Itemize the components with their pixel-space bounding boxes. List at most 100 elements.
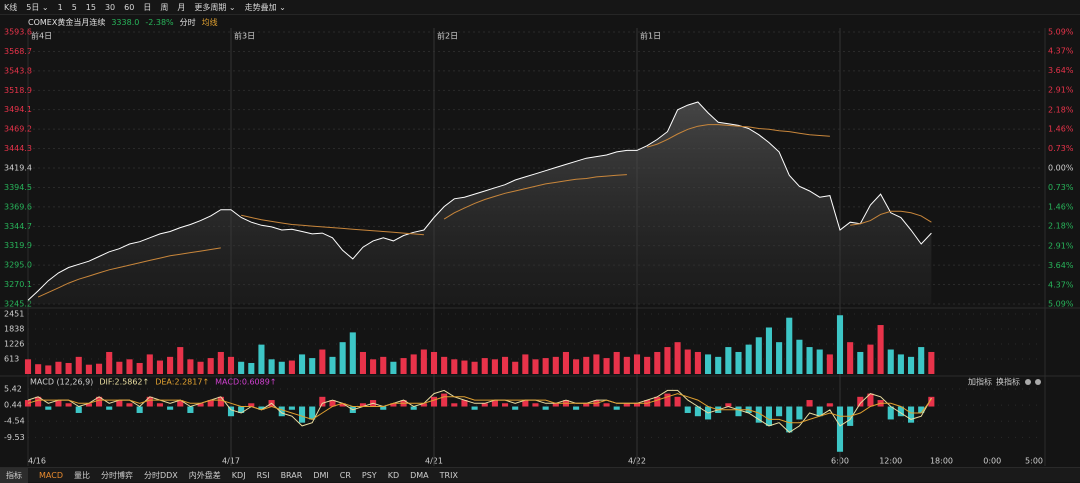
toolbar-item[interactable]: 走势叠加 ⌄ — [244, 2, 286, 12]
toolbar-item[interactable]: 周 — [160, 2, 169, 12]
indicator-tab[interactable]: BRAR — [280, 470, 303, 480]
bar — [826, 354, 833, 374]
ma-label: 均线 — [201, 17, 218, 27]
icon-close[interactable] — [1035, 379, 1041, 385]
y-tick-label: 3344.7 — [4, 222, 32, 231]
bar — [441, 356, 448, 374]
bar — [187, 406, 194, 413]
day-label: 前2日 — [437, 31, 458, 41]
bar — [765, 406, 772, 426]
indicator-tab[interactable]: PSY — [361, 470, 377, 480]
bar — [481, 358, 488, 374]
y2-tick-label: 4.37% — [1048, 47, 1074, 56]
y2-tick-label: 2.18% — [1048, 105, 1074, 114]
y-tick-label: 3518.9 — [4, 86, 32, 95]
bar — [45, 406, 52, 410]
indicator-tab[interactable]: TRIX — [439, 470, 458, 480]
bar — [786, 406, 793, 433]
x-tick-label: 12:00 — [879, 457, 902, 466]
bar — [522, 400, 529, 407]
toolbar-item[interactable]: 5 — [71, 2, 77, 12]
bar — [725, 403, 732, 407]
indicator-tab[interactable]: MACD — [39, 470, 63, 480]
bar — [725, 347, 732, 374]
bar — [613, 406, 620, 410]
bar — [816, 349, 823, 374]
bar — [664, 393, 671, 407]
mode-label: 分时 — [179, 17, 196, 27]
day-label: 前3日 — [234, 31, 255, 41]
bar — [268, 359, 275, 374]
bar — [319, 396, 326, 407]
bar — [55, 361, 62, 374]
y2-tick-label: 3.64% — [1048, 66, 1074, 75]
bar — [776, 406, 783, 417]
bar — [167, 406, 174, 410]
indicator-tab[interactable]: CR — [339, 470, 351, 480]
bar — [339, 403, 346, 407]
toolbar-item[interactable]: 月 — [177, 2, 186, 12]
toolbar-item[interactable]: 60 — [124, 2, 135, 12]
toolbar-item[interactable]: 更多周期 ⌄ — [194, 2, 236, 12]
bar — [420, 403, 427, 407]
bar — [96, 396, 103, 407]
bar — [85, 364, 92, 374]
bar — [776, 342, 783, 374]
bar — [359, 351, 366, 374]
bar — [745, 344, 752, 374]
indicator-tab[interactable]: 分时DDX — [143, 470, 178, 480]
bar — [897, 354, 904, 374]
bar — [380, 406, 387, 410]
bar — [451, 359, 458, 374]
toolbar-item[interactable]: 30 — [104, 2, 116, 12]
indicator-tab[interactable]: DMA — [410, 470, 429, 480]
bar — [593, 354, 600, 374]
bar — [633, 354, 641, 374]
bar — [248, 362, 255, 374]
bar — [75, 406, 82, 413]
bar — [552, 403, 559, 407]
bar — [613, 351, 620, 374]
bar — [24, 359, 32, 374]
bar — [126, 359, 133, 374]
indicator-action[interactable]: 换指标 — [996, 377, 1020, 387]
x-tick-label: 0:00 — [983, 457, 1001, 466]
indicator-tab[interactable]: 指标 — [0, 467, 28, 483]
indicator-tab[interactable]: KDJ — [231, 470, 246, 480]
bar — [806, 400, 813, 407]
indicator-action[interactable]: 加指标 — [968, 377, 992, 387]
indicator-tab[interactable]: 内外盘差 — [188, 470, 221, 480]
toolbar-item: K线 — [4, 2, 18, 12]
y-tick-label: 3394.5 — [4, 183, 32, 192]
bar — [75, 356, 82, 374]
bar — [887, 406, 894, 420]
indicator-tab[interactable]: 分时博弈 — [100, 470, 133, 480]
bar — [918, 406, 925, 413]
bar — [451, 403, 458, 407]
bar — [217, 351, 224, 374]
bar — [654, 351, 661, 374]
indicator-tab[interactable]: 量比 — [73, 470, 90, 480]
y-tick-label: 3593.6 — [4, 28, 32, 37]
day-label: 前1日 — [640, 31, 661, 41]
toolbar-item[interactable]: 5日 ⌄ — [26, 2, 49, 12]
y-tick-label: 3369.6 — [4, 202, 32, 211]
bar — [441, 393, 448, 407]
bar — [106, 406, 113, 410]
bar — [45, 365, 52, 374]
bar — [796, 406, 803, 420]
bar — [512, 361, 519, 374]
indicator-tab[interactable]: KD — [387, 470, 400, 480]
y2-tick-label: 5.09% — [1048, 300, 1074, 309]
bar — [65, 362, 72, 374]
bar — [177, 400, 184, 407]
indicator-tab[interactable]: RSI — [256, 470, 270, 480]
toolbar-item[interactable]: 日 — [143, 2, 152, 12]
indicator-tab[interactable]: DMI — [313, 470, 329, 480]
y-tick-label: 3270.1 — [4, 280, 32, 289]
icon-settings[interactable] — [1025, 379, 1031, 385]
toolbar-item[interactable]: 1 — [57, 2, 63, 12]
y2-tick-label: 0.73% — [1048, 183, 1074, 192]
toolbar-item[interactable]: 15 — [85, 2, 96, 12]
indicator-legend: DIF:2.5862↑ — [99, 378, 149, 387]
